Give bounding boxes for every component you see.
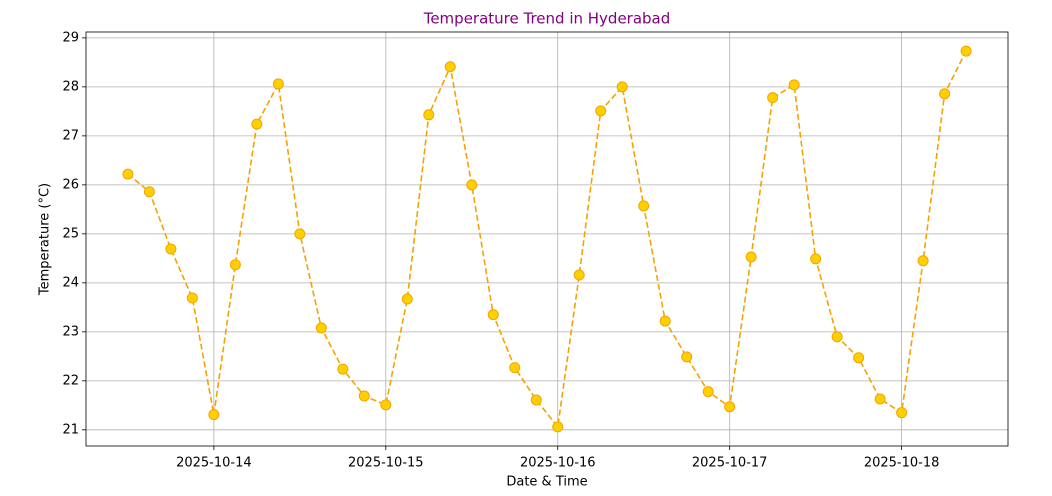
point bbox=[401, 293, 413, 305]
point bbox=[939, 88, 951, 100]
point bbox=[745, 251, 757, 263]
point bbox=[896, 407, 908, 419]
point bbox=[616, 81, 628, 93]
point bbox=[573, 269, 585, 281]
point bbox=[530, 394, 542, 406]
point bbox=[143, 186, 155, 198]
point bbox=[208, 409, 220, 421]
point bbox=[358, 390, 370, 402]
y-tick-label: 21 bbox=[62, 422, 79, 437]
point bbox=[509, 362, 521, 374]
y-axis-label: Temperature (°C) bbox=[38, 183, 53, 296]
point bbox=[466, 179, 478, 191]
point bbox=[122, 168, 134, 180]
y-tick-label: 22 bbox=[62, 373, 79, 388]
y-tick-label: 23 bbox=[62, 324, 79, 339]
point bbox=[294, 228, 306, 240]
point bbox=[272, 78, 284, 90]
point bbox=[229, 259, 241, 271]
plot-frame bbox=[85, 31, 1009, 447]
chart-title: Temperature Trend in Hyderabad bbox=[423, 10, 671, 28]
point bbox=[487, 309, 499, 321]
point bbox=[831, 331, 843, 343]
y-tick-label: 28 bbox=[62, 79, 79, 94]
point bbox=[702, 386, 714, 398]
y-tick-label: 27 bbox=[62, 128, 79, 143]
point bbox=[380, 399, 392, 411]
point bbox=[423, 109, 435, 121]
point bbox=[659, 315, 671, 327]
y-tick-label: 25 bbox=[62, 226, 79, 241]
point bbox=[337, 363, 349, 375]
point bbox=[186, 292, 198, 304]
point bbox=[681, 351, 693, 363]
x-axis-label: Date & Time bbox=[506, 475, 587, 490]
point bbox=[767, 92, 779, 104]
point bbox=[874, 393, 886, 405]
point bbox=[595, 105, 607, 117]
point bbox=[960, 45, 972, 57]
point bbox=[724, 401, 736, 413]
x-tick-label: 2025-10-17 bbox=[692, 456, 768, 471]
point bbox=[788, 79, 800, 91]
point bbox=[315, 322, 327, 334]
point bbox=[444, 61, 456, 73]
point bbox=[251, 118, 263, 130]
y-tick-label: 29 bbox=[62, 30, 79, 45]
y-tick-label: 26 bbox=[62, 177, 79, 192]
x-tick-label: 2025-10-16 bbox=[520, 456, 596, 471]
point bbox=[853, 352, 865, 364]
point bbox=[165, 243, 177, 255]
x-tick-label: 2025-10-15 bbox=[348, 456, 424, 471]
point bbox=[810, 253, 822, 265]
y-tick-label: 24 bbox=[62, 275, 79, 290]
x-tick-label: 2025-10-14 bbox=[176, 456, 252, 471]
point bbox=[638, 200, 650, 212]
point bbox=[917, 255, 929, 267]
point bbox=[552, 421, 564, 433]
line bbox=[127, 50, 967, 429]
x-tick-label: 2025-10-18 bbox=[864, 456, 940, 471]
